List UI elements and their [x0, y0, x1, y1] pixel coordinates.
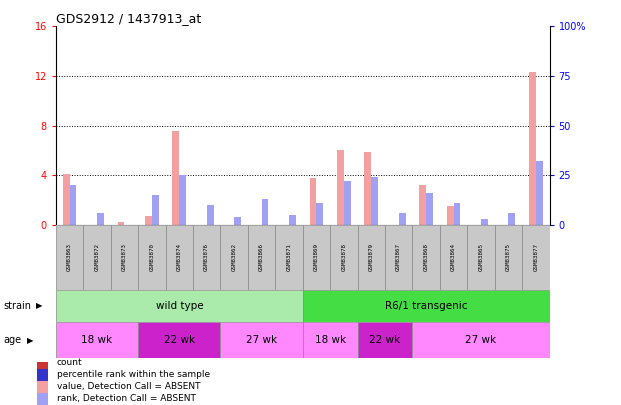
Bar [365, 151, 371, 225]
Bar [453, 203, 460, 225]
Text: 27 wk: 27 wk [466, 335, 497, 345]
Text: age: age [3, 335, 21, 345]
Bar [173, 130, 179, 225]
Bar [371, 177, 378, 225]
Bar [56, 225, 83, 290]
Bar [117, 222, 124, 225]
Text: GSM83875: GSM83875 [506, 243, 511, 271]
Bar [111, 225, 138, 290]
Bar [37, 381, 48, 393]
Text: value, Detection Call = ABSENT: value, Detection Call = ABSENT [57, 382, 201, 391]
Bar [37, 393, 48, 405]
Text: 27 wk: 27 wk [246, 335, 277, 345]
Text: GSM83863: GSM83863 [67, 243, 72, 271]
Text: GSM83862: GSM83862 [232, 243, 237, 271]
Bar [303, 322, 358, 358]
Bar [358, 225, 385, 290]
Text: count: count [57, 358, 83, 367]
Bar [145, 216, 152, 225]
Bar [83, 225, 111, 290]
Text: GSM83866: GSM83866 [259, 243, 264, 271]
Bar [509, 213, 515, 225]
Text: GSM83871: GSM83871 [286, 243, 291, 271]
Text: GSM83877: GSM83877 [533, 243, 538, 271]
Text: GSM83868: GSM83868 [424, 243, 428, 271]
Text: 22 wk: 22 wk [164, 335, 195, 345]
Text: GSM83867: GSM83867 [396, 243, 401, 271]
Bar [344, 181, 351, 225]
Bar [220, 322, 303, 358]
Text: GSM83872: GSM83872 [94, 243, 99, 271]
Text: GSM83878: GSM83878 [342, 243, 347, 271]
Text: 22 wk: 22 wk [369, 335, 401, 345]
Text: ▶: ▶ [27, 336, 33, 345]
Text: strain: strain [3, 301, 31, 311]
Bar [330, 225, 358, 290]
Text: GSM83869: GSM83869 [314, 243, 319, 271]
Bar [310, 178, 317, 225]
Bar [303, 225, 330, 290]
Text: rank, Detection Call = ABSENT: rank, Detection Call = ABSENT [57, 394, 196, 403]
Text: GSM83870: GSM83870 [150, 243, 155, 271]
Bar [481, 219, 488, 225]
Bar [70, 185, 76, 225]
Bar [317, 203, 324, 225]
Bar [419, 185, 426, 225]
Bar [261, 199, 268, 225]
Bar [207, 205, 214, 225]
Text: R6/1 transgenic: R6/1 transgenic [385, 301, 468, 311]
Bar [37, 369, 48, 381]
Bar [468, 225, 495, 290]
Bar [385, 225, 412, 290]
Text: GSM83879: GSM83879 [369, 243, 374, 271]
Bar [337, 150, 344, 225]
Text: GSM83876: GSM83876 [204, 243, 209, 271]
Bar [446, 206, 453, 225]
Text: GSM83864: GSM83864 [451, 243, 456, 271]
Bar [275, 225, 303, 290]
Bar [97, 213, 104, 225]
Bar [56, 322, 138, 358]
Text: GSM83874: GSM83874 [177, 243, 182, 271]
Text: wild type: wild type [155, 301, 203, 311]
Bar [63, 174, 70, 225]
Bar [440, 225, 468, 290]
Bar [248, 225, 275, 290]
Text: ▶: ▶ [36, 301, 42, 310]
Bar [495, 225, 522, 290]
Bar [166, 225, 193, 290]
Bar [529, 72, 536, 225]
Bar [193, 225, 220, 290]
Bar [412, 322, 550, 358]
Text: GSM83865: GSM83865 [479, 243, 484, 271]
Text: percentile rank within the sample: percentile rank within the sample [57, 370, 210, 379]
Text: 18 wk: 18 wk [81, 335, 112, 345]
Bar [303, 290, 550, 322]
Text: GDS2912 / 1437913_at: GDS2912 / 1437913_at [56, 12, 201, 25]
Bar [56, 290, 303, 322]
Text: 18 wk: 18 wk [315, 335, 346, 345]
Bar [536, 161, 543, 225]
Bar [138, 225, 166, 290]
Bar [138, 322, 220, 358]
Bar [234, 217, 241, 225]
Bar [522, 225, 550, 290]
Text: GSM83873: GSM83873 [122, 243, 127, 271]
Bar [152, 195, 159, 225]
Bar [179, 175, 186, 225]
Bar [358, 322, 412, 358]
Bar [289, 215, 296, 225]
Bar [399, 213, 406, 225]
Bar [220, 225, 248, 290]
Bar [412, 225, 440, 290]
Bar [37, 357, 48, 369]
Bar [426, 193, 433, 225]
